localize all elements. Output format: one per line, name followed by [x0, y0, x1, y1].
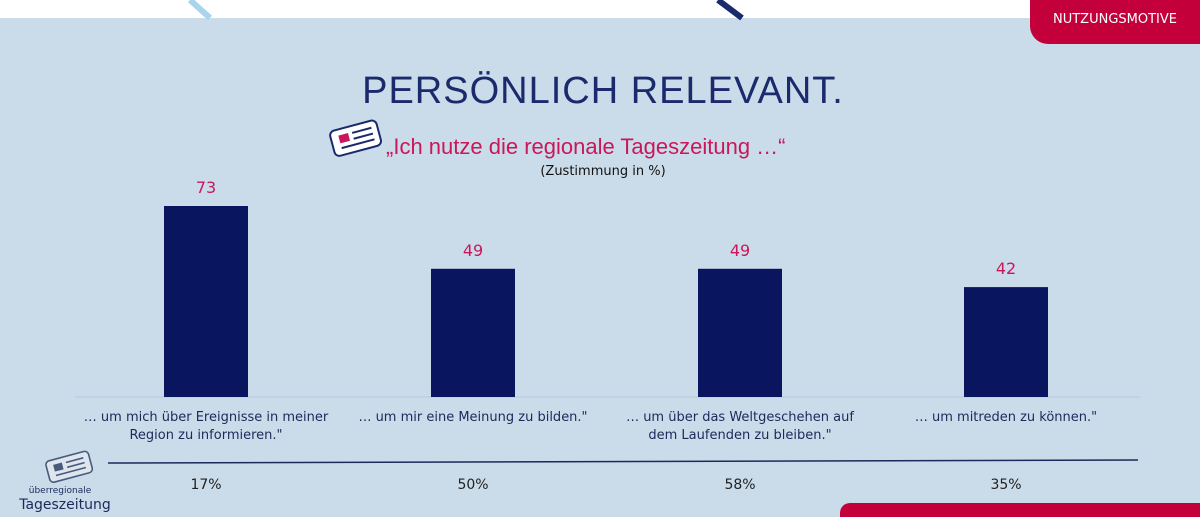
note: (Zustimmung in %) — [540, 164, 666, 179]
category-label: … um über das Weltgeschehen auf dem Lauf… — [626, 410, 854, 443]
comparison-label: Tageszeitung — [19, 497, 111, 513]
newspaper-icon — [329, 119, 383, 157]
comparison-value: 58% — [724, 477, 756, 493]
category-label: … um mich über Ereignisse in meiner Regi… — [83, 410, 329, 443]
comparison-value: 50% — [457, 477, 489, 493]
comparison-label-small: überregionale — [28, 486, 92, 496]
bar — [164, 206, 248, 397]
section-tag: NUTZUNGSMOTIVE — [1030, 0, 1200, 44]
bar — [431, 268, 515, 397]
category-label: … um mir eine Meinung zu bilden." — [358, 410, 588, 425]
decor-bar — [840, 503, 1200, 517]
subtitle: „Ich nutze die regionale Tageszeitung …“ — [386, 134, 786, 159]
divider — [107, 459, 1139, 464]
data-label: 49 — [462, 240, 484, 260]
category-label: … um mitreden zu können." — [914, 410, 1098, 425]
data-label: 73 — [195, 178, 217, 197]
comparison-value: 17% — [190, 477, 222, 493]
decor-line — [187, 0, 213, 21]
bar — [698, 268, 782, 397]
title: PERSÖNLICH RELEVANT. — [362, 70, 844, 112]
newspaper-icon — [45, 450, 94, 484]
data-label: 49 — [729, 240, 751, 260]
bar — [964, 287, 1048, 397]
comparison-value: 35% — [990, 477, 1022, 493]
decor-line — [716, 0, 744, 21]
data-label: 42 — [995, 259, 1017, 279]
